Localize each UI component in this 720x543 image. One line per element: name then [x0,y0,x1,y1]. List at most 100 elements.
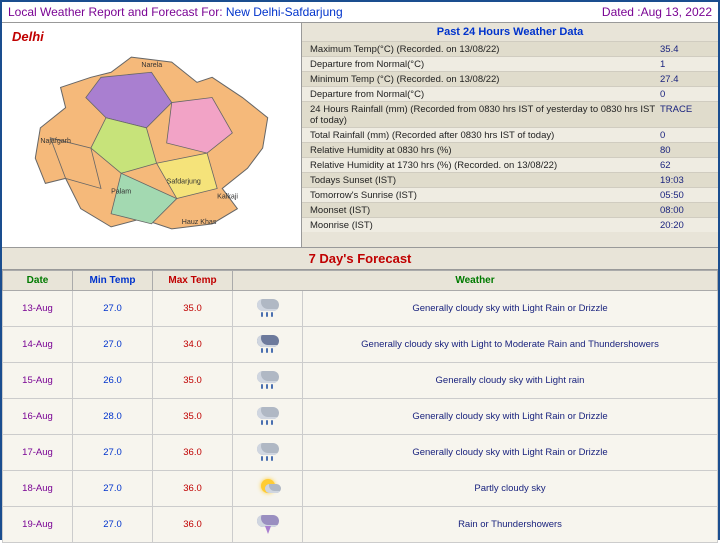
fc-min: 27.0 [73,435,153,471]
data-value: 80 [660,145,710,156]
rain-light-icon [255,405,281,425]
delhi-map-icon: Narela Najafgarh Safdarjung Hauz Khas Pa… [10,47,293,239]
data-row: 24 Hours Rainfall (mm) (Recorded from 08… [302,101,718,127]
fc-min: 27.0 [73,471,153,507]
data-value: TRACE [660,104,710,126]
fc-max: 36.0 [153,435,233,471]
data-label: Relative Humidity at 1730 hrs (%) (Recor… [310,160,660,171]
data-row: Tomorrow's Sunrise (IST)05:50 [302,187,718,202]
rain-light-icon [255,297,281,317]
fc-date: 17-Aug [3,435,73,471]
data-label: Departure from Normal(°C) [310,89,660,100]
data-label: Moonset (IST) [310,205,660,216]
fc-icon-cell [233,507,303,543]
svg-text:Najafgarh: Najafgarh [40,138,71,145]
data-row: Todays Sunset (IST)19:03 [302,172,718,187]
fc-date: 18-Aug [3,471,73,507]
region-label: Delhi [12,29,44,44]
svg-text:Kalkaji: Kalkaji [217,194,238,201]
fc-weather: Rain or Thundershowers [303,507,718,543]
fc-icon-cell [233,435,303,471]
fc-min: 27.0 [73,327,153,363]
fc-date: 14-Aug [3,327,73,363]
data-value: 05:50 [660,190,710,201]
forecast-table: Date Min Temp Max Temp Weather 13-Aug27.… [2,270,718,543]
fc-min: 28.0 [73,399,153,435]
fc-icon-cell [233,399,303,435]
col-max: Max Temp [153,271,233,291]
upper-section: Delhi Narela Najafgarh Safdarjung Hauz K… [2,23,718,248]
data-label: Todays Sunset (IST) [310,175,660,186]
fc-icon-cell [233,363,303,399]
past-24h-header: Past 24 Hours Weather Data [302,23,718,41]
fc-weather: Generally cloudy sky with Light to Moder… [303,327,718,363]
weather-report-frame: Local Weather Report and Forecast For: N… [0,0,720,540]
map-panel: Delhi Narela Najafgarh Safdarjung Hauz K… [2,23,302,247]
fc-icon-cell [233,327,303,363]
svg-text:Palam: Palam [111,189,131,196]
forecast-header-row: Date Min Temp Max Temp Weather [3,271,718,291]
fc-min: 27.0 [73,507,153,543]
fc-min: 26.0 [73,363,153,399]
fc-weather: Partly cloudy sky [303,471,718,507]
forecast-header: 7 Day's Forecast [2,248,718,270]
forecast-row: 18-Aug27.036.0 Partly cloudy sky [3,471,718,507]
rain-light-icon [255,369,281,389]
fc-date: 15-Aug [3,363,73,399]
fc-min: 27.0 [73,291,153,327]
data-row: Maximum Temp(°C) (Recorded. on 13/08/22)… [302,41,718,56]
fc-weather: Generally cloudy sky with Light Rain or … [303,399,718,435]
fc-max: 34.0 [153,327,233,363]
data-label: Moonrise (IST) [310,220,660,231]
forecast-row: 17-Aug27.036.0 Generally cloudy sky with … [3,435,718,471]
data-row: Departure from Normal(°C)1 [302,56,718,71]
col-date: Date [3,271,73,291]
data-row: Minimum Temp (°C) (Recorded. on 13/08/22… [302,71,718,86]
data-row: Relative Humidity at 1730 hrs (%) (Recor… [302,157,718,172]
rain-light-icon [255,441,281,461]
dated-label: Dated :Aug 13, 2022 [602,5,712,19]
data-value: 0 [660,89,710,100]
data-row: Total Rainfall (mm) (Recorded after 0830… [302,127,718,142]
forecast-row: 15-Aug26.035.0Generally cloudy sky with … [3,363,718,399]
data-value: 08:00 [660,205,710,216]
past-24h-panel: Past 24 Hours Weather Data Maximum Temp(… [302,23,718,247]
data-label: Minimum Temp (°C) (Recorded. on 13/08/22… [310,74,660,85]
fc-icon-cell [233,291,303,327]
fc-max: 35.0 [153,363,233,399]
fc-weather: Generally cloudy sky with Light Rain or … [303,435,718,471]
forecast-row: 19-Aug27.036.0Rain or Thundershowers [3,507,718,543]
data-label: Departure from Normal(°C) [310,59,660,70]
data-label: Tomorrow's Sunrise (IST) [310,190,660,201]
data-label: 24 Hours Rainfall (mm) (Recorded from 08… [310,104,660,126]
data-value: 0 [660,130,710,141]
forecast-row: 13-Aug27.035.0 Generally cloudy sky with … [3,291,718,327]
data-row: Moonrise (IST)20:20 [302,217,718,232]
forecast-row: 16-Aug28.035.0 Generally cloudy sky with … [3,399,718,435]
fc-max: 35.0 [153,399,233,435]
fc-max: 36.0 [153,471,233,507]
thunder-icon [255,513,281,533]
fc-weather: Generally cloudy sky with Light Rain or … [303,291,718,327]
fc-max: 35.0 [153,291,233,327]
col-min: Min Temp [73,271,153,291]
data-row: Relative Humidity at 0830 hrs (%)80 [302,142,718,157]
location-name: New Delhi-Safdarjung [226,5,343,19]
fc-date: 16-Aug [3,399,73,435]
data-value: 35.4 [660,44,710,55]
data-row: Departure from Normal(°C)0 [302,86,718,101]
fc-date: 13-Aug [3,291,73,327]
svg-text:Safdarjung: Safdarjung [167,178,201,185]
title-text: Local Weather Report and Forecast For: N… [8,5,343,19]
rain-thunder-icon [255,333,281,353]
data-value: 20:20 [660,220,710,231]
data-row: Moonset (IST)08:00 [302,202,718,217]
fc-max: 36.0 [153,507,233,543]
svg-text:Narela: Narela [141,62,162,69]
title-bar: Local Weather Report and Forecast For: N… [2,2,718,23]
col-weather: Weather [233,271,718,291]
fc-icon-cell [233,471,303,507]
partly-cloudy-icon [255,477,281,497]
data-label: Relative Humidity at 0830 hrs (%) [310,145,660,156]
svg-text:Hauz Khas: Hauz Khas [182,219,217,226]
